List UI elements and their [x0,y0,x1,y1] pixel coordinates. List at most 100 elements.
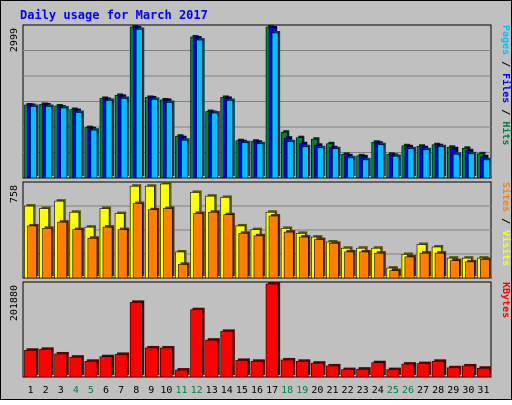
x-tick-label-day-9: 9 [148,385,154,396]
bar-kbytes-day-21 [326,365,339,378]
bar-pages-day-7 [120,98,128,179]
bar-pages-day-21 [332,148,339,179]
panel-2-legend-sites: Sites [500,182,512,212]
x-tick-label-day-12: 12 [191,385,203,396]
panel-2: 758 Sites / Visits [9,181,512,279]
bar-sites-day-21 [329,242,339,279]
panel-1-legend-separator: / [500,103,511,121]
x-tick-label-day-26: 26 [402,385,414,396]
bar-pages-day-23 [362,159,370,179]
panel-1: 2999 Pages / Files / Hits [9,24,512,179]
x-tick-label-day-4: 4 [73,385,79,396]
bar-sites-day-20 [314,239,324,279]
panel-3-legend-kbytes: KBytes [500,282,511,318]
chart-panels: 2999 Pages / Files / Hits 758 Sites / Visit… [9,24,512,378]
bar-kbytes-day-24 [371,362,385,378]
bar-pages-day-12 [196,39,203,179]
bar-pages-day-24 [377,144,385,179]
bar-pages-day-17 [271,32,279,179]
bar-pages-day-8 [135,29,143,179]
panel-1-legend-hits: Hits [500,121,512,145]
panel-2-legend-visits: Visits [500,230,512,266]
bar-kbytes-day-23 [356,368,370,378]
bar-pages-day-11 [181,139,188,179]
bar-kbytes-day-29 [446,367,460,378]
x-tick-label-day-7: 7 [118,385,124,396]
panel-2-y-label: Sites / Visits [500,182,512,266]
bar-kbytes-day-8 [129,302,143,378]
bar-kbytes-day-15 [235,360,249,378]
bar-pages-day-9 [150,99,158,179]
bar-sites-day-17 [268,215,279,279]
bar-sites-day-15 [238,233,249,279]
x-tick-label-day-2: 2 [43,385,49,396]
bar-kbytes-day-30 [462,365,475,378]
x-tick-label-day-14: 14 [221,385,233,396]
bar-pages-day-2 [45,106,52,179]
bar-kbytes-day-16 [250,361,264,378]
bar-kbytes-day-22 [341,369,354,378]
bar-kbytes-day-26 [401,363,415,378]
x-tick-label-day-18: 18 [281,385,293,396]
bar-sites-day-14 [223,214,234,279]
bar-kbytes-day-11 [175,369,188,378]
bar-kbytes-day-4 [69,356,83,378]
panel-1-legend-pages: Pages [500,25,511,55]
bar-sites-day-9 [147,209,158,279]
x-tick-label-day-23: 23 [357,385,369,396]
bar-kbytes-day-27 [416,363,430,378]
x-tick-label-day-22: 22 [342,385,354,396]
x-tick-label-day-24: 24 [372,385,384,396]
bar-pages-day-10 [166,102,173,179]
x-tick-label-day-27: 27 [417,385,429,396]
x-tick-label-day-1: 1 [28,385,34,396]
bar-pages-day-19 [301,146,309,179]
x-tick-label-day-31: 31 [477,385,489,396]
bar-kbytes-day-3 [54,353,68,378]
bar-pages-day-18 [286,141,294,179]
bar-kbytes-day-25 [386,369,400,378]
bar-pages-day-5 [90,129,98,179]
x-tick-label-day-25: 25 [387,385,399,396]
bar-kbytes-day-1 [24,349,37,378]
panel-2-y-max-tick: 758 [9,185,20,203]
panel-1-legend-separator: / [500,55,511,73]
bar-sites-day-22 [344,251,354,279]
chart-title: Daily usage for March 2017 [20,8,208,22]
bar-sites-day-25 [389,270,400,279]
bar-kbytes-day-10 [160,347,173,378]
bar-sites-day-1 [27,225,37,279]
x-tick-label-day-11: 11 [175,385,187,396]
bar-sites-day-3 [57,221,68,279]
bar-sites-day-2 [42,228,52,279]
bar-sites-day-18 [283,231,294,279]
bar-pages-day-13 [211,112,219,179]
bar-kbytes-day-28 [431,361,445,378]
x-tick-label-day-28: 28 [432,385,444,396]
bar-kbytes-day-17 [265,283,279,378]
x-tick-label-day-19: 19 [296,385,308,396]
x-axis-labels: 1 2 3 4 5 6 7 8 9 10 11 12 13 14 15 16 17 18 19 20 21 22 23 24 2… [28,385,490,396]
x-tick-label-day-21: 21 [326,385,338,396]
panel-1-legend-files: Files [500,73,512,103]
x-tick-label-day-8: 8 [133,385,139,396]
bar-pages-day-31 [483,159,490,179]
bar-kbytes-day-20 [311,362,324,378]
bar-pages-day-6 [105,100,113,179]
x-tick-label-day-5: 5 [88,385,94,396]
x-tick-label-day-20: 20 [311,385,323,396]
bar-sites-day-11 [178,264,188,279]
bar-kbytes-day-13 [205,339,219,378]
bar-sites-day-31 [480,259,490,279]
panel-3: 201880 KBytes [9,281,511,378]
bar-kbytes-day-6 [99,356,113,378]
bar-sites-day-6 [102,226,113,279]
bar-pages-day-3 [60,107,68,179]
bar-pages-day-25 [392,156,400,179]
bar-sites-day-30 [465,261,475,279]
bar-kbytes-day-19 [295,361,309,378]
bar-sites-day-13 [208,211,219,279]
bar-pages-day-26 [407,148,415,179]
